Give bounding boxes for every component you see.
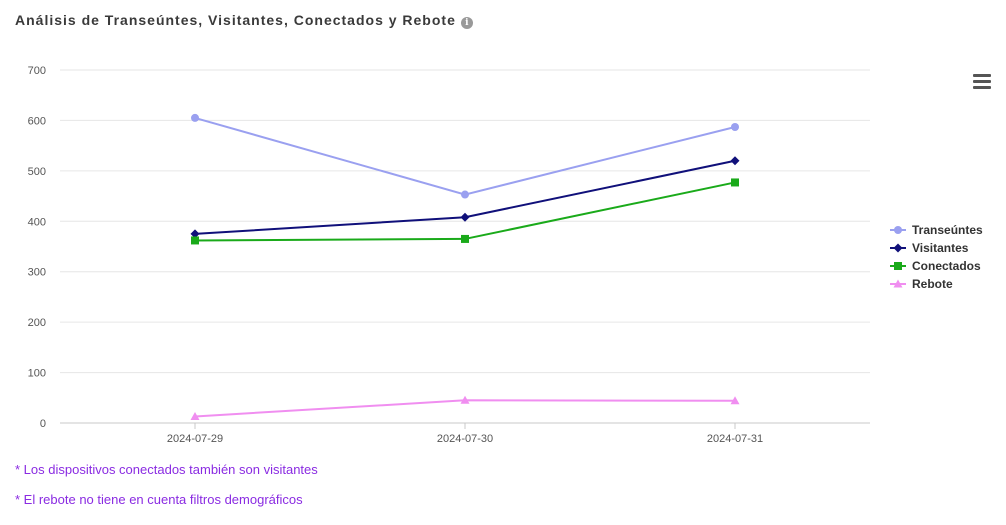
series-visitantes <box>190 156 740 239</box>
data-point <box>460 212 470 222</box>
chart-title: Análisis de Transeúntes, Visitantes, Con… <box>15 12 473 29</box>
data-point <box>191 236 199 245</box>
data-point <box>190 229 200 239</box>
legend: Transeúntes Visitantes Conectados Rebote <box>890 223 983 291</box>
info-icon[interactable]: i <box>460 17 473 29</box>
legend-label: Visitantes <box>912 241 969 255</box>
y-tick-label: 600 <box>28 115 46 127</box>
data-point <box>730 396 740 405</box>
y-tick-label: 0 <box>40 418 46 430</box>
data-point <box>461 234 469 243</box>
grid-lines <box>60 69 870 424</box>
chart-title-text: Análisis de Transeúntes, Visitantes, Con… <box>15 12 456 28</box>
series-transeúntes <box>191 113 739 199</box>
legend-label: Conectados <box>912 259 981 273</box>
x-tick-label: 2024-07-29 <box>167 433 223 445</box>
legend-label: Rebote <box>912 277 953 291</box>
data-point <box>731 122 739 131</box>
y-tick-label: 400 <box>28 216 46 228</box>
note-connected: * Los dispositivos conectados también so… <box>15 462 318 477</box>
legend-marker <box>894 226 902 234</box>
series-group <box>190 113 740 420</box>
legend-item[interactable]: Rebote <box>890 277 953 291</box>
legend-item[interactable]: Conectados <box>890 259 981 273</box>
y-tick-label: 700 <box>28 65 46 77</box>
data-point <box>730 156 740 166</box>
data-point <box>461 190 469 199</box>
legend-marker <box>894 262 902 270</box>
note-bounce: * El rebote no tiene en cuenta filtros d… <box>15 492 303 507</box>
x-tick-label: 2024-07-30 <box>437 433 493 445</box>
y-tick-label: 100 <box>28 368 46 380</box>
series-rebote <box>190 395 740 420</box>
y-tick-label: 200 <box>28 317 46 329</box>
legend-item[interactable]: Transeúntes <box>890 223 983 237</box>
chart-menu-icon[interactable] <box>973 74 991 90</box>
data-point <box>460 395 470 404</box>
legend-marker <box>893 279 903 288</box>
data-point <box>190 411 200 420</box>
legend-item[interactable]: Visitantes <box>890 241 969 255</box>
x-tick-label: 2024-07-31 <box>707 433 763 445</box>
legend-marker <box>893 243 903 253</box>
y-tick-label: 300 <box>28 267 46 279</box>
data-point <box>191 113 199 122</box>
data-point <box>731 178 739 187</box>
y-tick-label: 500 <box>28 166 46 178</box>
x-axis: 2024-07-29 2024-07-30 2024-07-31 <box>167 423 763 445</box>
series-line <box>194 116 736 196</box>
series-conectados <box>191 178 739 245</box>
y-axis: 0 100 200 300 400 500 600 700 <box>28 65 46 430</box>
legend-label: Transeúntes <box>912 223 983 237</box>
